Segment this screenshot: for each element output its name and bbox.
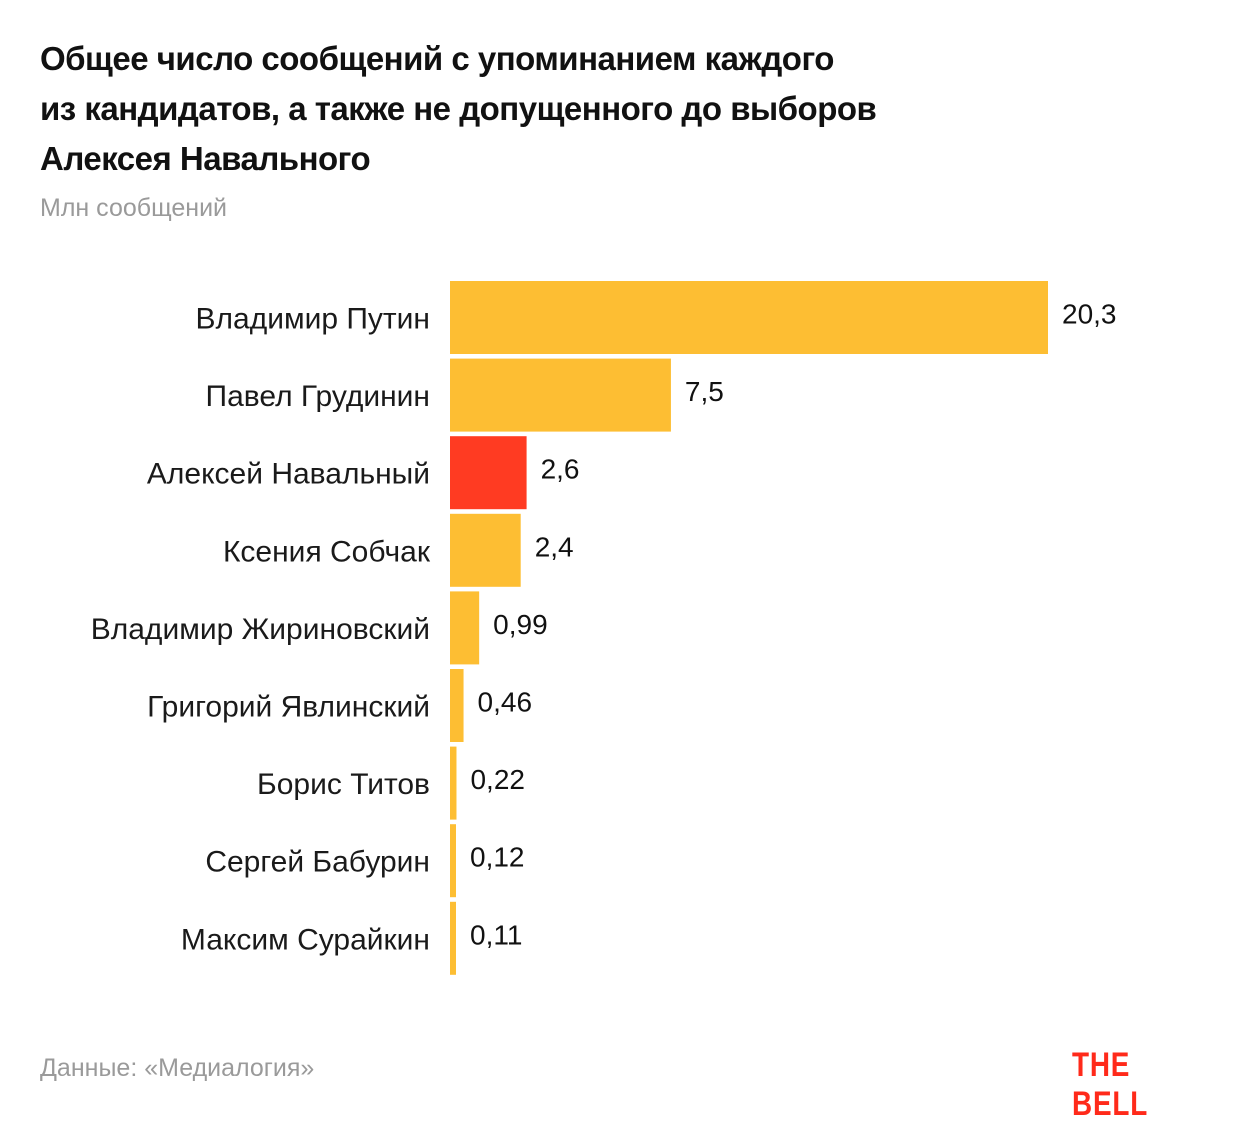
bar-row: Владимир Путин 20,3 [196, 281, 1117, 354]
bar [450, 746, 457, 820]
category-label: Борис Титов [257, 768, 430, 801]
the-bell-logo: THE BELL [1072, 1046, 1149, 1123]
bar [450, 824, 456, 898]
category-label: Сергей Бабурин [205, 846, 430, 879]
category-label: Павел Грудинин [206, 380, 430, 413]
value-label: 2,6 [541, 454, 580, 485]
bar [450, 669, 464, 742]
bar-row: Алексей Навальный 2,6 [147, 436, 580, 510]
value-label: 0,99 [493, 609, 548, 640]
bar [450, 513, 521, 587]
category-label: Алексей Навальный [147, 458, 430, 491]
chart-title-line: Общее число сообщений с упоминанием кажд… [40, 40, 834, 77]
chart-subtitle: Млн сообщений [40, 194, 227, 222]
value-label: 7,5 [685, 376, 724, 407]
bar-row: Григорий Явлинский 0,46 [147, 669, 532, 742]
category-label: Ксения Собчак [223, 535, 431, 568]
value-label: 2,4 [535, 531, 574, 562]
chart-title: Общее число сообщений с упоминанием кажд… [40, 34, 1040, 184]
category-label: Григорий Явлинский [147, 691, 430, 724]
bar-row: Павел Грудинин 7,5 [206, 358, 724, 432]
value-label: 0,46 [478, 687, 533, 718]
bar-chart: Владимир Путин 20,3 Павел Грудинин 7,5 Алекс… [91, 281, 1117, 975]
bar-row: Максим Сурайкин 0,11 [181, 901, 522, 975]
bar-row: Владимир Жириновский 0,99 [91, 591, 548, 665]
value-label: 20,3 [1062, 299, 1117, 330]
value-label: 0,12 [470, 842, 525, 873]
value-label: 0,22 [470, 764, 525, 795]
value-label: 0,11 [470, 919, 522, 950]
bar [450, 281, 1048, 354]
bar-row: Борис Титов 0,22 [257, 746, 525, 820]
category-label: Владимир Жириновский [91, 613, 430, 646]
category-label: Владимир Путин [196, 303, 431, 336]
category-label: Максим Сурайкин [181, 923, 430, 956]
bar-row: Ксения Собчак 2,4 [223, 513, 574, 587]
source-note: Данные: «Медиалогия» [40, 1054, 315, 1082]
bar-row: Сергей Бабурин 0,12 [205, 824, 525, 898]
chart-title-line: из кандидатов, а также не допущенного до… [40, 90, 877, 127]
bar [450, 591, 480, 665]
chart-title-line: Алексея Навального [40, 140, 371, 177]
bar [450, 358, 671, 432]
bar [450, 901, 456, 975]
bar [450, 436, 527, 510]
